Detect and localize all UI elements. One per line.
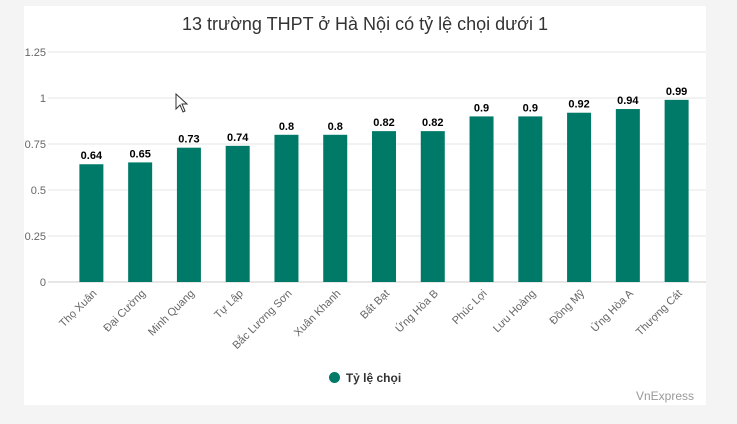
chart-title: 13 trường THPT ở Hà Nội có tỷ lệ chọi dư… [182, 14, 548, 34]
data-label: 0.64 [81, 150, 103, 162]
bar [518, 116, 543, 283]
x-tick-label: Thọ Xuân [57, 288, 99, 330]
x-tick-label: Lưu Hoàng [491, 288, 538, 335]
bar [372, 131, 396, 282]
source-credit: VnExpress [635, 389, 694, 403]
legend[interactable]: Tỷ lệ chọi [24, 371, 706, 385]
data-label: 0.9 [474, 102, 489, 114]
x-tick-label: Đại Cường [101, 288, 148, 335]
y-tick-label: 1.25 [25, 47, 46, 59]
bar [79, 164, 104, 282]
x-tick-label: Thượng Cát [634, 288, 685, 339]
data-label: 0.8 [328, 121, 343, 133]
x-tick-label: Đồng Mỹ [548, 287, 588, 327]
bar [420, 131, 445, 282]
bar [176, 147, 201, 282]
y-tick-label: 1 [40, 93, 46, 105]
y-tick-label: 0.75 [25, 139, 46, 151]
data-label: 0.94 [617, 95, 639, 107]
y-tick-label: 0.5 [31, 185, 46, 197]
legend-swatch [328, 372, 340, 383]
data-label: 0.9 [523, 102, 538, 114]
legend-label: Tỷ lệ chọi [345, 371, 402, 385]
data-label: 0.92 [568, 99, 589, 111]
bar [128, 162, 153, 282]
bar [615, 109, 640, 282]
x-tick-label: Tự Lập [212, 288, 246, 322]
mouse-cursor-icon [175, 93, 189, 113]
data-label: 0.74 [227, 132, 249, 144]
data-label: 0.99 [666, 86, 687, 98]
bar [323, 134, 348, 282]
y-tick-label: 0.25 [25, 231, 46, 243]
bar-chart: 0 0.25 0.5 0.75 1 1.25 0.64 Thọ Xuân 0.65 Đại Cườ… [25, 47, 706, 352]
x-tick-label: Phúc Lợi [450, 288, 490, 328]
chart-card: 13 trường THPT ở Hà Nội có tỷ lệ chọi dư… [24, 6, 706, 405]
bar [567, 112, 592, 282]
x-tick-label: Minh Quang [146, 288, 197, 339]
bar [664, 99, 689, 282]
x-tick-label: Ứng Hòa B [393, 287, 441, 335]
bar [469, 116, 494, 283]
bar [274, 134, 299, 282]
data-label: 0.82 [373, 117, 394, 129]
data-label: 0.8 [279, 121, 294, 133]
data-label: 0.73 [178, 134, 199, 146]
data-label: 0.65 [129, 148, 150, 160]
data-label: 0.82 [422, 117, 443, 129]
y-tick-label: 0 [40, 277, 46, 289]
x-tick-label: Xuân Khanh [292, 288, 343, 339]
bar [225, 145, 250, 282]
x-tick-label: Ứng Hòa A [588, 286, 636, 334]
x-tick-label: Bất Bạt [358, 288, 392, 322]
